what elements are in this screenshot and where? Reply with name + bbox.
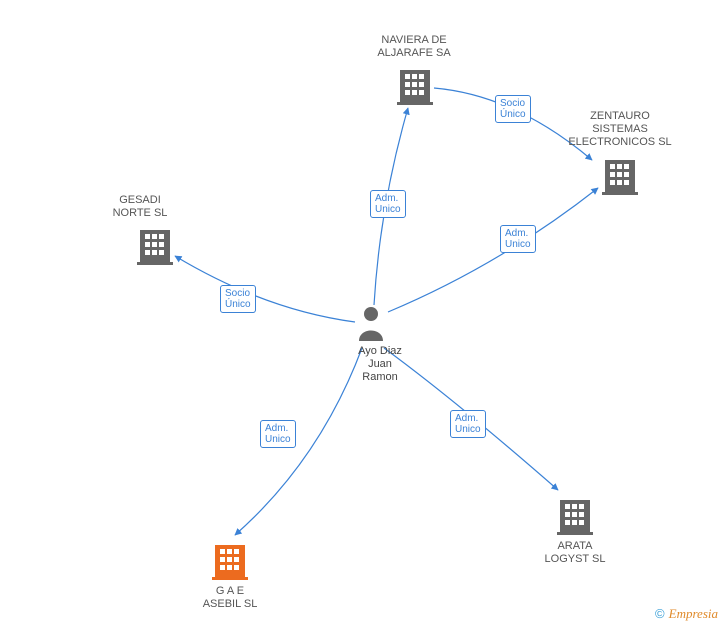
building-icon <box>605 160 635 192</box>
building-icon <box>140 230 170 262</box>
edge-label: Adm. Unico <box>450 410 486 438</box>
edge-label: Socio Único <box>495 95 531 123</box>
edge-label: Adm. Unico <box>500 225 536 253</box>
edge-label: Adm. Unico <box>370 190 406 218</box>
edge-label: Adm. Unico <box>260 420 296 448</box>
copyright-symbol: © <box>655 606 665 621</box>
node-label: ZENTAURO SISTEMAS ELECTRONICOS SL <box>555 110 685 149</box>
node-label: GESADI NORTE SL <box>95 194 185 220</box>
edge <box>175 256 355 322</box>
building-icon <box>215 545 245 577</box>
watermark: © Empresia <box>655 606 718 622</box>
person-icon <box>355 305 387 346</box>
node-label: ARATA LOGYST SL <box>535 540 615 566</box>
node-label: G A E ASEBIL SL <box>190 585 270 611</box>
node-label: NAVIERA DE ALJARAFE SA <box>364 34 464 60</box>
watermark-brand: Empresia <box>669 606 718 621</box>
node-label: Ayo Diaz Juan Ramon <box>345 345 415 384</box>
edge-label: Socio Único <box>220 285 256 313</box>
edge <box>388 188 598 312</box>
building-icon <box>400 70 430 102</box>
building-icon <box>560 500 590 532</box>
edge <box>235 348 362 535</box>
